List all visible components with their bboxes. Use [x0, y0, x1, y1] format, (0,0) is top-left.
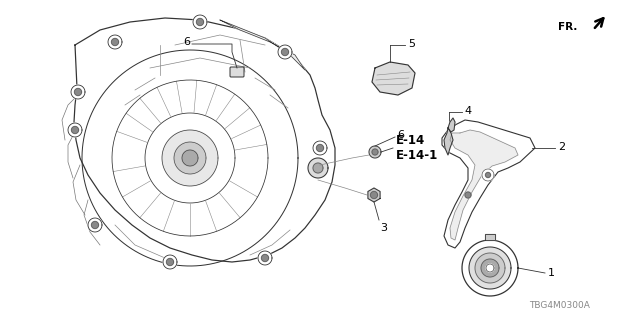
Text: 4: 4: [464, 106, 471, 116]
Polygon shape: [372, 62, 415, 95]
FancyBboxPatch shape: [230, 67, 244, 77]
Polygon shape: [448, 118, 455, 132]
Polygon shape: [369, 146, 381, 158]
Text: 6: 6: [397, 130, 404, 140]
Polygon shape: [72, 126, 79, 133]
Polygon shape: [465, 192, 471, 198]
Polygon shape: [74, 89, 81, 95]
Polygon shape: [71, 85, 85, 99]
Polygon shape: [68, 123, 82, 137]
Polygon shape: [145, 113, 235, 203]
Polygon shape: [462, 240, 518, 296]
Polygon shape: [450, 130, 518, 240]
Text: E-14: E-14: [396, 133, 425, 147]
Polygon shape: [92, 221, 99, 228]
Polygon shape: [108, 35, 122, 49]
Polygon shape: [220, 20, 305, 70]
Text: 5: 5: [408, 39, 415, 49]
Polygon shape: [442, 120, 535, 248]
Polygon shape: [74, 18, 335, 262]
Polygon shape: [196, 19, 204, 26]
Polygon shape: [313, 141, 327, 155]
Polygon shape: [278, 45, 292, 59]
Polygon shape: [162, 130, 218, 186]
Polygon shape: [258, 251, 272, 265]
Polygon shape: [182, 150, 198, 166]
Polygon shape: [486, 172, 490, 178]
Polygon shape: [308, 158, 328, 178]
Polygon shape: [111, 38, 118, 45]
Polygon shape: [482, 169, 494, 181]
Polygon shape: [282, 49, 289, 55]
Polygon shape: [166, 259, 173, 266]
Text: FR.: FR.: [557, 22, 577, 32]
Polygon shape: [174, 142, 206, 174]
Text: 1: 1: [548, 268, 555, 278]
Polygon shape: [486, 264, 494, 272]
Polygon shape: [88, 218, 102, 232]
Polygon shape: [372, 149, 378, 155]
Polygon shape: [317, 145, 323, 151]
Text: TBG4M0300A: TBG4M0300A: [529, 301, 591, 310]
Text: 2: 2: [558, 142, 565, 152]
Polygon shape: [193, 15, 207, 29]
Polygon shape: [313, 163, 323, 173]
Polygon shape: [368, 188, 380, 202]
Polygon shape: [469, 247, 511, 289]
Polygon shape: [444, 128, 453, 155]
Polygon shape: [475, 253, 505, 283]
Text: E-14-1: E-14-1: [396, 148, 438, 162]
Polygon shape: [262, 254, 269, 261]
Polygon shape: [163, 255, 177, 269]
Polygon shape: [481, 259, 499, 277]
Polygon shape: [371, 191, 378, 198]
Text: 3: 3: [380, 223, 387, 233]
Text: 6: 6: [184, 37, 191, 47]
Polygon shape: [485, 234, 495, 240]
